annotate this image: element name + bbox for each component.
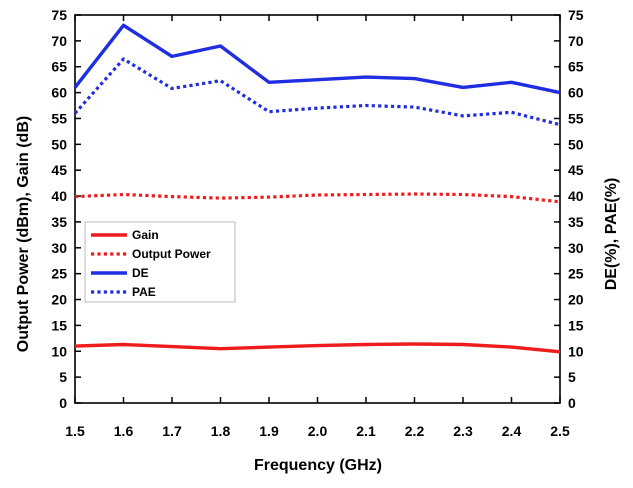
y-tick-label-right: 65 xyxy=(568,59,584,75)
x-tick-label: 2.4 xyxy=(502,423,522,439)
y-tick-label-left: 55 xyxy=(51,110,67,126)
axes: 1.5 1.6 1.7 1.8 1.9 2.0 2.1 2.2 2.3 2.4 2.50 05 510 1… xyxy=(51,7,583,439)
x-tick-label: 2.5 xyxy=(550,423,570,439)
x-tick-label: 1.8 xyxy=(211,423,231,439)
y-tick-label-right: 5 xyxy=(568,369,576,385)
y-tick-label-right: 0 xyxy=(568,395,576,411)
y-tick-label-left: 65 xyxy=(51,59,67,75)
y-tick-label-left: 20 xyxy=(51,292,67,308)
y-tick-label-right: 60 xyxy=(568,85,584,101)
x-tick-label: 2.1 xyxy=(356,423,376,439)
legend-label: PAE xyxy=(132,285,156,299)
x-tick-label: 1.7 xyxy=(162,423,182,439)
series-line-output-power xyxy=(74,192,561,204)
y-tick-label-right: 15 xyxy=(568,317,584,333)
y-tick-label-left: 25 xyxy=(51,266,67,282)
y-tick-label-right: 20 xyxy=(568,292,584,308)
y-axis-title-right: DE(%), PAE(%) xyxy=(603,178,620,291)
x-tick-label: 2.2 xyxy=(405,423,425,439)
y-tick-label-right: 30 xyxy=(568,240,584,256)
y-tick-label-left: 70 xyxy=(51,33,67,49)
y-tick-label-right: 25 xyxy=(568,266,584,282)
y-tick-label-right: 50 xyxy=(568,136,584,152)
y-tick-label-left: 40 xyxy=(51,188,67,204)
x-axis-title: Frequency (GHz) xyxy=(254,457,382,474)
y-tick-label-right: 75 xyxy=(568,7,584,23)
y-tick-label-left: 0 xyxy=(59,395,67,411)
legend-label: Gain xyxy=(132,228,159,242)
y-tick-label-right: 70 xyxy=(568,33,584,49)
x-tick-label: 2.3 xyxy=(453,423,473,439)
y-tick-label-left: 5 xyxy=(59,369,67,385)
x-tick-label: 1.6 xyxy=(114,423,134,439)
series-lines xyxy=(73,23,561,354)
y-axis-title-left: Output Power (dBm), Gain (dB) xyxy=(15,116,32,352)
y-tick-label-right: 45 xyxy=(568,162,584,178)
y-tick-label-left: 45 xyxy=(51,162,67,178)
y-tick-label-left: 75 xyxy=(51,7,67,23)
y-tick-label-left: 60 xyxy=(51,85,67,101)
series-line-de xyxy=(73,23,561,95)
x-tick-label: 2.0 xyxy=(308,423,328,439)
y-tick-label-right: 55 xyxy=(568,110,584,126)
y-tick-label-right: 35 xyxy=(568,214,584,230)
y-tick-label-left: 50 xyxy=(51,136,67,152)
y-tick-label-left: 10 xyxy=(51,343,67,359)
y-tick-label-left: 35 xyxy=(51,214,67,230)
legend: Gain Output Power DE PAE xyxy=(84,221,236,303)
series-line-pae xyxy=(73,57,561,127)
legend-label: Output Power xyxy=(132,247,211,261)
series-line-gain xyxy=(74,342,561,354)
x-tick-label: 1.9 xyxy=(259,423,279,439)
legend-label: DE xyxy=(132,266,149,280)
y-tick-label-left: 30 xyxy=(51,240,67,256)
y-tick-label-left: 15 xyxy=(51,317,67,333)
x-tick-label: 1.5 xyxy=(65,423,85,439)
y-tick-label-right: 10 xyxy=(568,343,584,359)
y-tick-label-right: 40 xyxy=(568,188,584,204)
